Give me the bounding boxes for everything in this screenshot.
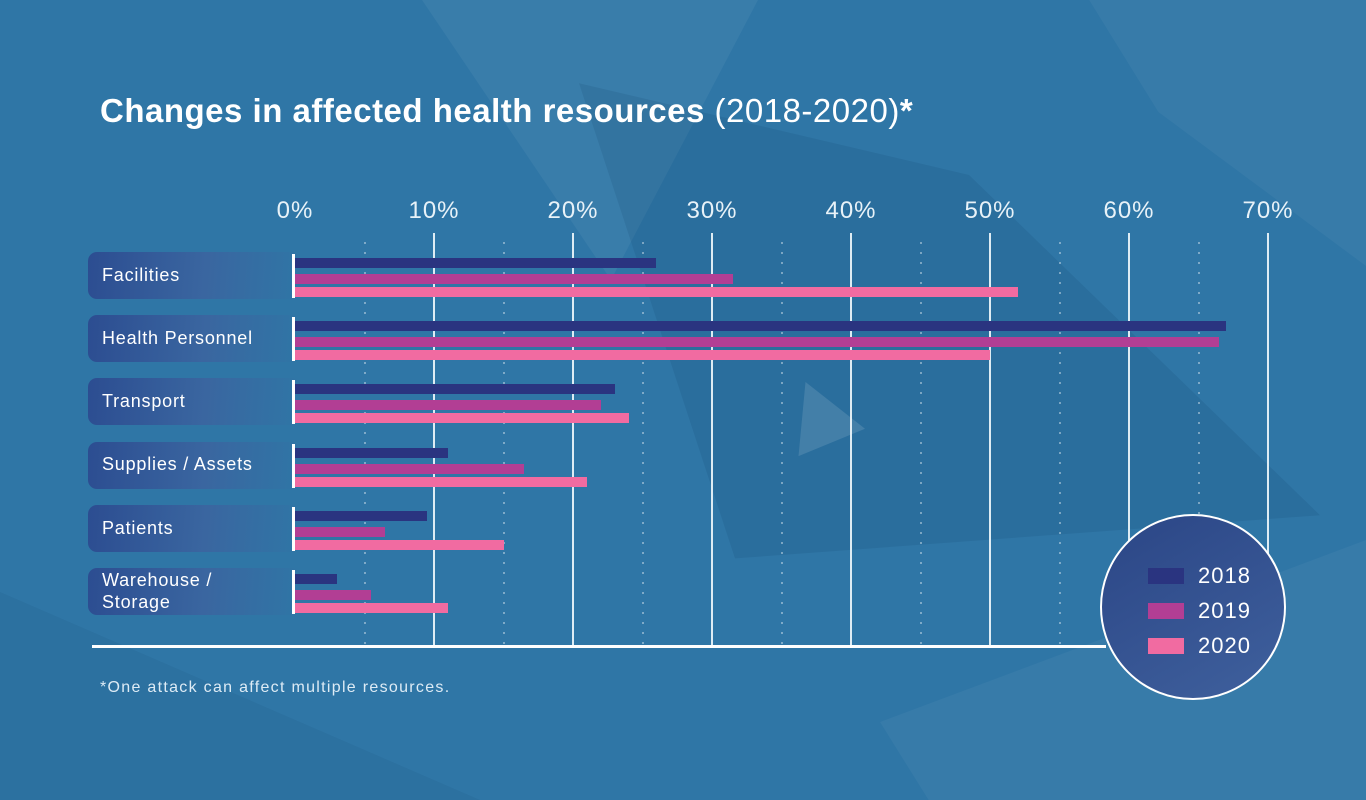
- bar-2020: [295, 603, 448, 613]
- gridline-major-60: [1128, 233, 1130, 646]
- x-tick-label-30: 30%: [686, 197, 738, 224]
- legend-item-2020: 2020: [1148, 633, 1251, 658]
- x-tick-label-60: 60%: [1103, 197, 1155, 224]
- category-label-pill: Patients: [88, 504, 301, 552]
- chart-title-bold: Changes in affected health resources: [100, 92, 705, 129]
- category-label-text: Transport: [102, 391, 186, 412]
- category-row-2: Transport: [0, 378, 1366, 426]
- category-label-text: Warehouse / Storage: [102, 570, 213, 612]
- category-row-1: Health Personnel: [0, 315, 1366, 363]
- gridline-minor-5: [363, 242, 366, 646]
- gridline-minor-45: [919, 242, 922, 646]
- legend-circle: 2018 2019 2020: [1100, 514, 1286, 700]
- bar-2020: [295, 539, 504, 550]
- bar-2020: [295, 476, 587, 487]
- gridline-major-30: [711, 233, 713, 646]
- category-row-3: Supplies / Assets: [0, 441, 1366, 490]
- gridline-major-40: [850, 233, 852, 646]
- category-label-pill: Health Personnel: [88, 315, 301, 363]
- x-tick-label-70: 70%: [1242, 197, 1294, 224]
- bar-2019: [295, 337, 1220, 348]
- bar-2020: [295, 350, 990, 361]
- gridline-minor-25: [641, 242, 644, 646]
- gridline-minor-65: [1197, 242, 1200, 646]
- legend-label-2018: 2018: [1198, 563, 1251, 588]
- bar-2019: [295, 526, 386, 537]
- bar-2019: [295, 463, 525, 474]
- bar-2018: [295, 258, 657, 268]
- legend-swatch-2019: [1148, 603, 1184, 619]
- gridline-minor-55: [1058, 242, 1061, 646]
- gridline-minor-15: [502, 242, 505, 646]
- legend-item-2019: 2019: [1148, 598, 1251, 623]
- gridline-major-70: [1267, 233, 1269, 646]
- gridline-major-10: [433, 233, 435, 646]
- bar-2018: [295, 574, 337, 584]
- zero-axis-segment: [292, 506, 295, 551]
- legend-label-2020: 2020: [1198, 633, 1251, 658]
- category-label-pill: Warehouse / Storage: [88, 568, 301, 615]
- category-row-5: Warehouse / Storage: [0, 568, 1366, 616]
- chart-title: Changes in affected health resources (20…: [100, 92, 913, 130]
- chart-title-asterisk: *: [899, 92, 914, 129]
- zero-axis-segment: [292, 570, 295, 614]
- x-tick-label-20: 20%: [547, 197, 599, 224]
- category-label-pill: Supplies / Assets: [88, 441, 301, 489]
- bar-2018: [295, 321, 1227, 332]
- footnote: *One attack can affect multiple resource…: [100, 679, 451, 696]
- bar-2019: [295, 590, 372, 600]
- x-tick-label-0: 0%: [276, 197, 314, 224]
- category-label-pill: Transport: [88, 378, 301, 426]
- zero-axis-segment: [292, 380, 295, 425]
- x-tick-label-10: 10%: [408, 197, 460, 224]
- zero-axis-segment: [292, 254, 295, 298]
- zero-axis-segment: [292, 443, 295, 488]
- x-axis-baseline: [92, 645, 1106, 648]
- bar-2020: [295, 413, 629, 424]
- legend-swatch-2018: [1148, 568, 1184, 584]
- category-label-text: Patients: [102, 517, 174, 538]
- zero-axis-segment: [292, 317, 295, 362]
- bar-2018: [295, 510, 428, 521]
- bar-2018: [295, 384, 615, 395]
- gridline-major-50: [989, 233, 991, 646]
- gridline-minor-35: [780, 242, 783, 646]
- x-tick-label-50: 50%: [964, 197, 1016, 224]
- bg-polygon-top-right-light: [1089, 0, 1366, 266]
- bar-2018: [295, 447, 448, 458]
- legend-swatch-2020: [1148, 638, 1184, 654]
- bar-2019: [295, 274, 733, 284]
- bar-2019: [295, 400, 601, 411]
- gridline-major-20: [572, 233, 574, 646]
- legend-item-2018: 2018: [1148, 563, 1251, 588]
- x-tick-label-40: 40%: [825, 197, 877, 224]
- category-row-4: Patients: [0, 504, 1366, 553]
- category-label-text: Facilities: [102, 264, 181, 285]
- category-label-text: Health Personnel: [102, 328, 253, 349]
- category-row-0: Facilities: [0, 252, 1366, 300]
- bg-polygon-top-left-light: [422, 0, 758, 280]
- legend-label-2019: 2019: [1198, 598, 1251, 623]
- chart-title-year-range: (2018-2020): [704, 92, 900, 129]
- category-label-text: Supplies / Assets: [102, 454, 253, 475]
- bar-2020: [295, 287, 1018, 297]
- category-label-pill: Facilities: [88, 252, 301, 299]
